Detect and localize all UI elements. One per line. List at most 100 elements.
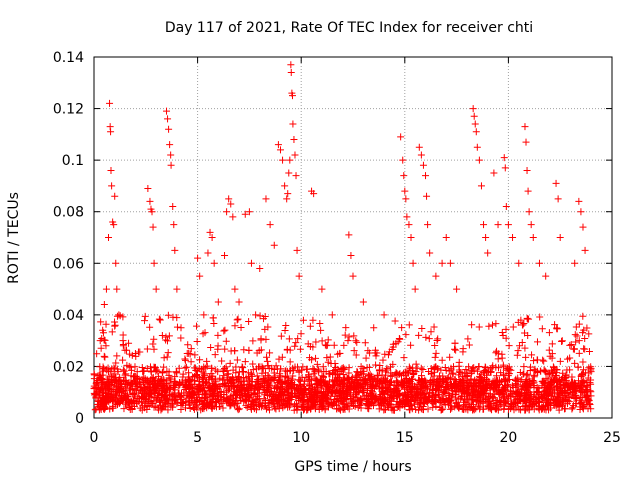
noise-point [187,345,195,353]
noise-point [362,354,370,362]
noise-point [357,363,365,371]
noise-point [492,396,500,404]
data-point [200,311,208,319]
noise-point [138,364,146,372]
noise-point [414,400,422,408]
noise-point [112,359,120,367]
data-point [169,203,177,211]
data-point [509,234,517,241]
noise-point [507,400,515,408]
noise-point [356,399,364,407]
noise-point [357,369,365,377]
data-points [90,61,595,414]
noise-point [281,327,289,335]
noise-point [556,381,564,389]
noise-point [332,388,340,396]
noise-point [407,401,415,409]
data-point [295,272,303,280]
noise-point [147,376,155,384]
noise-point [432,363,440,371]
data-point [223,208,231,216]
data-point [276,146,284,154]
noise-point [184,341,192,349]
noise-point [432,349,440,357]
noise-point [530,371,538,379]
noise-point [455,358,463,366]
noise-point [347,399,355,407]
x-tick-label: 0 [90,430,99,446]
noise-point [241,358,249,366]
noise-point [209,392,217,400]
noise-point [539,393,547,401]
data-point [535,259,543,267]
data-point [167,161,175,169]
noise-point [262,405,270,413]
noise-point [211,384,219,392]
noise-point [99,393,107,401]
noise-point [150,335,158,343]
noise-point [233,356,241,364]
data-point [164,115,172,123]
noise-point [219,404,227,412]
noise-point [487,381,495,389]
noise-point [163,353,171,361]
noise-point [311,403,319,411]
noise-point [545,329,553,337]
noise-point [93,350,101,358]
data-point [527,221,535,229]
data-point [110,221,118,229]
noise-point [440,388,448,396]
noise-point [415,399,423,407]
noise-point [402,331,410,339]
noise-point [211,376,219,384]
noise-point [97,344,105,352]
noise-point [420,390,428,398]
noise-point [291,342,299,350]
noise-point [568,405,576,413]
noise-point [277,365,285,373]
noise-point [296,388,304,396]
noise-point [565,398,573,406]
noise-point [108,404,116,412]
noise-point [439,388,447,396]
noise-point [346,386,354,394]
noise-point [279,402,287,410]
data-point [283,195,291,203]
noise-point [401,400,409,408]
noise-point [446,353,454,361]
noise-point [485,322,493,330]
noise-point [336,350,344,358]
noise-point [353,338,361,346]
noise-point [425,367,433,375]
noise-point [92,405,100,413]
x-tick-label: 10 [292,430,310,446]
noise-point [159,368,167,376]
data-point [171,246,179,254]
noise-point [460,377,468,385]
noise-point [321,377,329,385]
noise-point [190,391,198,399]
grid-lines [94,57,612,418]
noise-point [524,331,532,339]
data-point [100,301,108,309]
noise-point [260,386,268,394]
noise-point [494,381,502,389]
noise-point [300,397,308,405]
data-point [144,185,152,193]
noise-point [263,353,271,361]
data-point [556,234,564,241]
noise-point [201,329,209,337]
noise-point [438,356,446,364]
data-point [262,195,270,203]
noise-point [395,371,403,379]
noise-point [153,395,161,403]
data-point [102,285,110,293]
noise-point [345,333,353,341]
noise-point [330,341,338,349]
x-axis-label: GPS time / hours [294,459,411,475]
noise-point [127,363,135,371]
noise-point [486,398,494,406]
noise-point [265,406,273,414]
noise-point [465,363,473,371]
noise-point [495,386,503,394]
